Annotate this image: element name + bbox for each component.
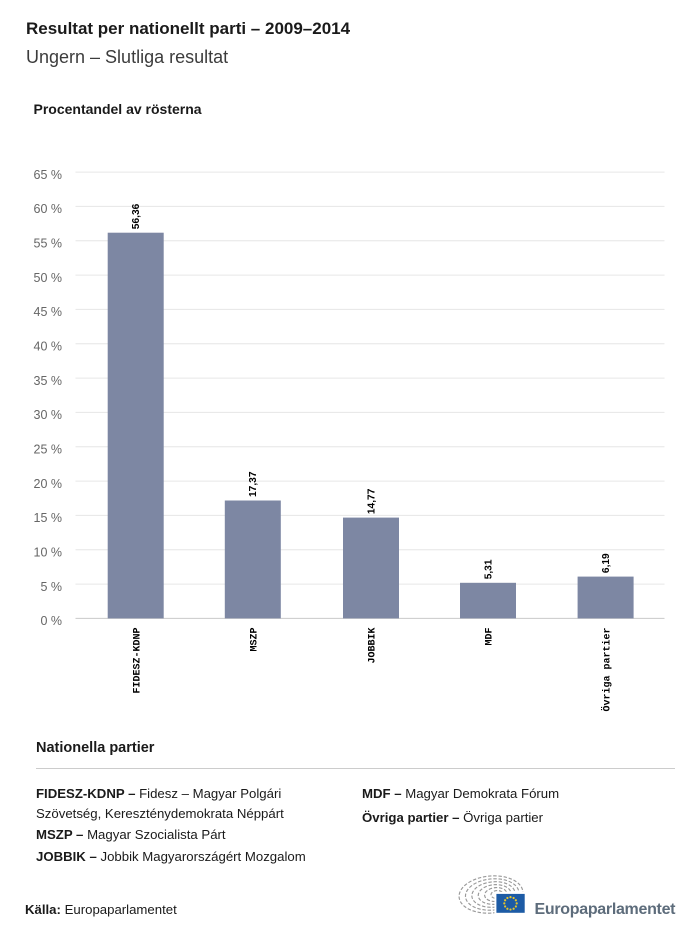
svg-text:10 %: 10 % bbox=[34, 545, 63, 559]
svg-text:5,31: 5,31 bbox=[483, 559, 494, 579]
svg-text:14,77: 14,77 bbox=[366, 488, 377, 514]
svg-text:17,37: 17,37 bbox=[248, 471, 259, 497]
svg-text:FIDESZ-KDNP: FIDESZ-KDNP bbox=[132, 628, 143, 694]
svg-text:JOBBIK: JOBBIK bbox=[368, 628, 379, 664]
svg-text:65 %: 65 % bbox=[34, 168, 63, 182]
svg-text:55 %: 55 % bbox=[34, 236, 63, 250]
svg-text:Europaparlamentet: Europaparlamentet bbox=[535, 901, 677, 918]
svg-text:20 %: 20 % bbox=[34, 477, 63, 491]
svg-text:Övriga partier: Övriga partier bbox=[600, 628, 613, 712]
svg-text:MSZP: MSZP bbox=[250, 628, 261, 652]
svg-text:5 %: 5 % bbox=[40, 580, 62, 594]
svg-text:0 %: 0 % bbox=[40, 614, 62, 628]
svg-text:30 %: 30 % bbox=[34, 408, 63, 422]
svg-text:56,36: 56,36 bbox=[131, 203, 142, 229]
svg-text:25 %: 25 % bbox=[34, 442, 63, 456]
svg-text:35 %: 35 % bbox=[34, 374, 63, 388]
svg-text:50 %: 50 % bbox=[34, 271, 63, 285]
svg-text:15 %: 15 % bbox=[34, 511, 63, 525]
svg-text:60 %: 60 % bbox=[34, 202, 63, 216]
svg-text:45 %: 45 % bbox=[34, 305, 63, 319]
svg-text:6,19: 6,19 bbox=[601, 553, 612, 573]
svg-text:40 %: 40 % bbox=[34, 339, 63, 353]
svg-text:MDF: MDF bbox=[485, 628, 496, 646]
